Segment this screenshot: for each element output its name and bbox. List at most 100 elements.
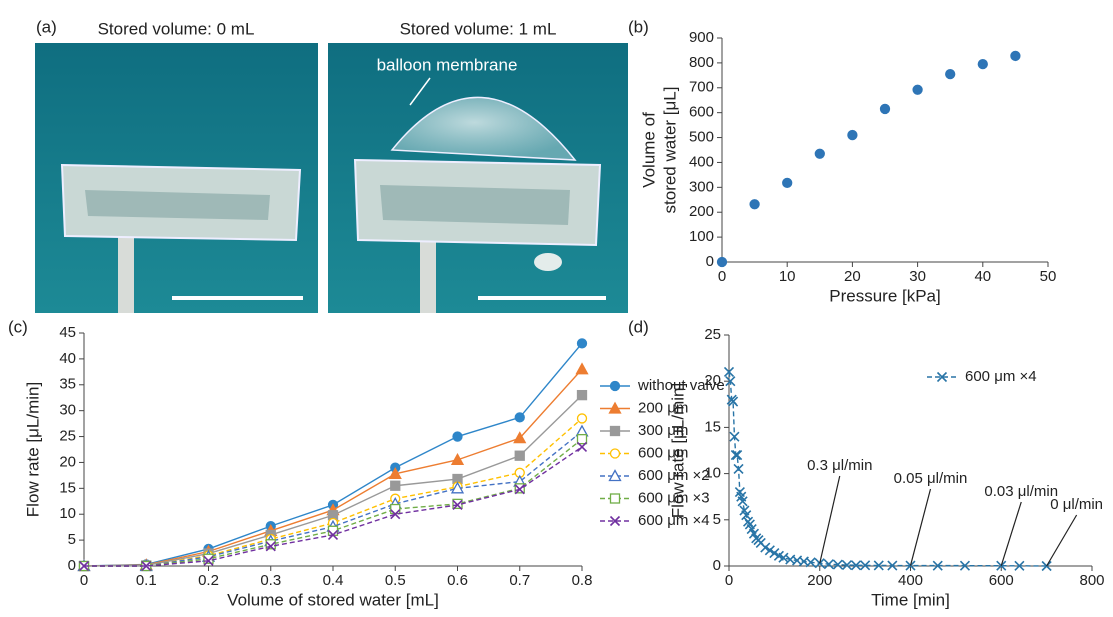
marker xyxy=(725,376,736,387)
marker xyxy=(733,463,744,475)
marker xyxy=(265,541,276,552)
marker xyxy=(977,58,988,70)
marker xyxy=(996,560,1007,571)
marker xyxy=(887,560,898,571)
x-tick-label: 200 xyxy=(807,572,832,589)
legend-label: 600 μm ×2 xyxy=(638,467,710,484)
series-line xyxy=(84,430,583,567)
marker xyxy=(912,84,923,95)
marker xyxy=(203,553,214,564)
marker xyxy=(764,545,775,556)
x-tick-label: 600 xyxy=(989,572,1014,589)
y-tick-label: 45 xyxy=(59,324,76,341)
marker xyxy=(203,555,214,566)
y-tick-label: 15 xyxy=(59,479,76,496)
y-axis-label: stored water [μL] xyxy=(660,87,679,214)
annotation: 0.05 μl/min xyxy=(894,470,968,487)
y-tick-label: 400 xyxy=(689,153,714,170)
marker xyxy=(932,560,943,571)
annotation-arrow xyxy=(1046,514,1078,567)
marker xyxy=(814,148,825,159)
photo-annotation: balloon membrane xyxy=(377,55,518,74)
y-axis-label: Flow rate [μL/min] xyxy=(23,382,42,517)
annotation-arrow xyxy=(909,488,932,566)
y-axis-label: Flow rate [μL/min] xyxy=(668,383,687,518)
marker xyxy=(723,366,735,378)
y-tick-label: 800 xyxy=(689,54,714,71)
marker xyxy=(873,560,884,571)
marker xyxy=(390,480,401,491)
legend-marker xyxy=(609,493,621,504)
marker xyxy=(388,466,402,479)
marker xyxy=(847,129,858,141)
y-tick-label: 0 xyxy=(68,557,76,574)
y-tick-label: 500 xyxy=(689,129,714,146)
annotation: 0.03 μl/min xyxy=(984,483,1058,500)
x-tick-label: 0.3 xyxy=(260,572,281,589)
x-tick-label: 0 xyxy=(718,268,726,285)
panel-label: (b) xyxy=(628,17,649,36)
x-tick-label: 400 xyxy=(898,572,923,589)
y-tick-label: 200 xyxy=(689,203,714,220)
x-tick-label: 0.2 xyxy=(198,572,219,589)
marker xyxy=(805,557,816,568)
y-tick-label: 20 xyxy=(704,372,721,389)
marker xyxy=(730,450,741,461)
y-tick-label: 20 xyxy=(59,453,76,470)
marker xyxy=(945,68,956,80)
marker xyxy=(832,559,843,570)
legend-label: 200 μm xyxy=(638,399,688,416)
marker xyxy=(265,539,276,550)
x-tick-label: 0.5 xyxy=(385,572,406,589)
y-tick-label: 5 xyxy=(713,511,721,528)
marker xyxy=(823,559,834,570)
photo-caption: Stored volume: 0 mL xyxy=(98,19,255,38)
y-tick-label: 40 xyxy=(59,350,76,367)
x-tick-label: 40 xyxy=(974,268,991,285)
y-tick-label: 10 xyxy=(704,465,721,482)
marker xyxy=(576,433,588,445)
marker xyxy=(749,199,760,210)
x-tick-label: 0.7 xyxy=(509,572,530,589)
y-tick-label: 30 xyxy=(59,402,76,419)
legend-marker xyxy=(936,371,948,383)
x-axis-label: Volume of stored water [mL] xyxy=(227,590,439,609)
marker xyxy=(1014,560,1025,571)
marker xyxy=(729,431,740,442)
annotation: 0.3 μl/min xyxy=(807,457,872,474)
legend-label: 600 μm ×4 xyxy=(965,368,1037,385)
marker xyxy=(514,450,525,461)
photo-left xyxy=(35,43,318,313)
y-tick-label: 15 xyxy=(704,418,721,435)
y-tick-label: 0 xyxy=(713,557,721,574)
marker xyxy=(879,103,891,115)
annotation-arrow xyxy=(819,475,841,564)
x-tick-label: 0.8 xyxy=(572,572,593,589)
legend-label: 600 μm xyxy=(638,444,688,461)
panel-label: (a) xyxy=(36,17,57,36)
y-tick-label: 0 xyxy=(706,253,714,270)
marker xyxy=(514,484,525,495)
marker xyxy=(78,560,90,572)
marker xyxy=(841,560,853,571)
legend-marker xyxy=(608,401,622,414)
x-tick-label: 800 xyxy=(1079,572,1104,589)
legend-marker xyxy=(609,380,621,392)
marker xyxy=(860,560,871,571)
marker xyxy=(514,412,525,423)
annotation: 0 μl/min xyxy=(1050,496,1103,513)
marker xyxy=(513,431,527,444)
marker xyxy=(769,547,780,559)
marker xyxy=(576,441,588,452)
marker xyxy=(141,560,152,572)
legend-label: 600 μm ×3 xyxy=(638,489,710,506)
marker xyxy=(452,431,463,442)
x-tick-label: 0.6 xyxy=(447,572,468,589)
panel-label: (c) xyxy=(8,317,28,336)
series-line xyxy=(728,371,1047,567)
y-tick-label: 25 xyxy=(59,428,76,445)
x-tick-label: 10 xyxy=(779,268,796,285)
x-tick-label: 30 xyxy=(909,268,926,285)
marker xyxy=(741,510,752,521)
